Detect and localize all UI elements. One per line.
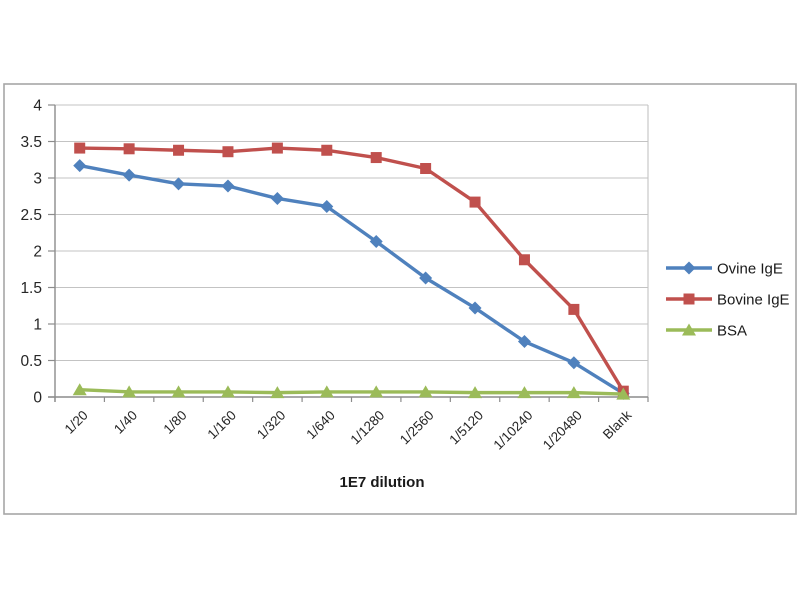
y-axis-tick-label: 3 bbox=[33, 171, 42, 188]
data-point-ovine-ige-1-20480 bbox=[567, 356, 581, 370]
y-axis-tick-label: 0 bbox=[33, 390, 42, 407]
data-point-bsa-1-5120 bbox=[468, 386, 483, 399]
series-bsa bbox=[72, 383, 631, 400]
data-point-bsa-blank bbox=[616, 387, 631, 400]
data-point-bovine-ige-1-10240 bbox=[518, 254, 530, 266]
y-axis-tick-label: 1.5 bbox=[20, 280, 42, 297]
data-point-bsa-1-10240 bbox=[517, 386, 532, 399]
legend: Ovine IgE Bovine IgE BSA bbox=[666, 261, 790, 340]
data-point-ovine-ige-1-10240 bbox=[517, 335, 531, 349]
data-point-ovine-ige-1-40 bbox=[122, 168, 136, 182]
data-point-bovine-ige-1-40 bbox=[123, 143, 135, 155]
data-point-bovine-ige-1-320 bbox=[271, 142, 283, 154]
data-point-bsa-1-1280 bbox=[369, 385, 384, 398]
gridlines bbox=[55, 104, 649, 397]
series-line-ovine-ige bbox=[78, 163, 625, 396]
data-point-bovine-ige-1-160 bbox=[222, 146, 234, 158]
x-axis-title: 1E7 dilution bbox=[339, 474, 424, 491]
legend-label: Bovine IgE bbox=[717, 292, 790, 309]
data-point-bsa-1-160 bbox=[220, 385, 235, 398]
legend-item-bsa: BSA bbox=[666, 323, 747, 340]
data-point-bsa-1-640 bbox=[319, 385, 334, 398]
series-line-bovine-ige bbox=[78, 146, 625, 393]
y-axis-tick-label: 1 bbox=[33, 317, 42, 334]
series-line-bsa bbox=[78, 388, 625, 396]
data-point-bovine-ige-1-80 bbox=[173, 144, 185, 156]
legend-marker-diamond bbox=[682, 261, 696, 275]
legend-label: BSA bbox=[717, 323, 747, 340]
data-point-bsa-1-40 bbox=[122, 385, 137, 398]
legend-item-ovine-ige: Ovine IgE bbox=[666, 261, 783, 278]
data-point-ovine-ige-1-160 bbox=[221, 179, 235, 193]
data-point-bovine-ige-1-20 bbox=[74, 142, 86, 154]
data-point-bsa-1-320 bbox=[270, 386, 285, 399]
data-point-ovine-ige-1-320 bbox=[270, 191, 284, 205]
data-point-bsa-1-20480 bbox=[566, 386, 581, 399]
data-point-bovine-ige-1-20480 bbox=[568, 303, 580, 315]
legend-label: Ovine IgE bbox=[717, 261, 783, 278]
legend-marker-triangle bbox=[682, 323, 696, 336]
legend-marker-square bbox=[683, 293, 695, 305]
data-point-bovine-ige-1-5120 bbox=[469, 196, 481, 208]
data-point-ovine-ige-1-1280 bbox=[369, 235, 383, 249]
legend-item-bovine-ige: Bovine IgE bbox=[666, 292, 790, 309]
data-point-ovine-ige-1-2560 bbox=[419, 271, 433, 285]
data-point-ovine-ige-1-5120 bbox=[468, 301, 482, 315]
chart-frame bbox=[3, 83, 797, 515]
y-axis-tick-label: 2.5 bbox=[20, 207, 42, 224]
data-point-ovine-ige-1-640 bbox=[320, 199, 334, 213]
data-point-bsa-1-2560 bbox=[418, 385, 433, 398]
y-axis-tick-label: 2 bbox=[33, 244, 42, 261]
data-point-bovine-ige-1-2560 bbox=[420, 163, 432, 175]
data-point-bovine-ige-1-640 bbox=[321, 144, 333, 156]
series-ovine-ige bbox=[73, 159, 630, 400]
data-point-bsa-1-20 bbox=[72, 383, 87, 396]
y-axis-tick-label: 3.5 bbox=[20, 134, 42, 151]
axes: 0 0.5 1 1.5 2 2.5 3 3.5 4 bbox=[20, 98, 649, 407]
y-axis-tick-label: 4 bbox=[33, 98, 42, 115]
data-point-ovine-ige-1-20 bbox=[73, 159, 87, 173]
y-axis-tick-label: 0.5 bbox=[20, 353, 42, 370]
data-point-bovine-ige-1-1280 bbox=[370, 152, 382, 164]
data-point-ovine-ige-1-80 bbox=[172, 177, 186, 191]
data-point-bsa-1-80 bbox=[171, 385, 186, 398]
